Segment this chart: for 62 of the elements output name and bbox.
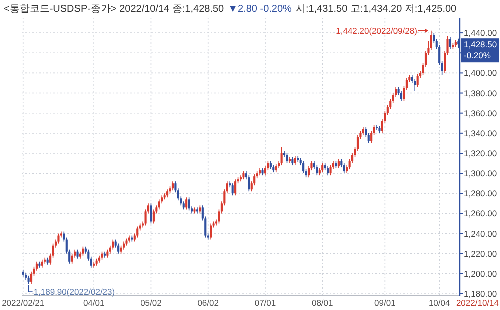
text: 1,428.50 — [464, 40, 498, 50]
candlestick — [327, 166, 330, 176]
candlestick — [302, 161, 305, 174]
candlestick — [286, 153, 288, 164]
y-tick-label: 1,220.00 — [464, 248, 498, 259]
y-tick-label: 1,380.00 — [464, 88, 498, 98]
y-tick-label: 1,300.00 — [464, 168, 498, 179]
x-tick-label: 10/04 — [428, 298, 450, 308]
candlestick — [186, 197, 188, 210]
x-tick-label: 2022/02/21 — [2, 298, 45, 308]
candlestick — [158, 199, 160, 210]
candlestick — [118, 243, 120, 254]
y-tick-label: 1,180.00 — [464, 288, 498, 299]
chart-subtitle: ▼2.80 -0.20% — [228, 4, 292, 15]
x-tick-label: 09/01 — [374, 298, 396, 308]
candlestick — [248, 175, 250, 192]
x-tick-label: 07/01 — [254, 298, 276, 308]
y-tick-label: 1,440.00 — [464, 28, 498, 38]
y-tick-label: 1,260.00 — [464, 208, 498, 219]
chart-title: <통합코드-USDSP-종가> 2022/10/14 종:1,428.50 — [4, 4, 225, 15]
candlestick — [414, 78, 416, 92]
candlestick — [330, 165, 332, 176]
candlestick — [76, 249, 79, 260]
candlestick — [188, 197, 190, 212]
candlestick — [152, 209, 155, 224]
annotation: 1,442.20(2022/09/28) — [336, 26, 418, 36]
y-tick-label: 1,400.00 — [464, 68, 498, 78]
x-tick-label: 05/02 — [140, 298, 162, 308]
y-tick-label: 1,280.00 — [464, 188, 498, 199]
candlestick — [232, 183, 234, 196]
y-tick-label: 1,240.00 — [464, 228, 498, 239]
y-tick-label: 1,360.00 — [464, 108, 498, 118]
text: -0.20% — [464, 50, 492, 61]
x-tick-label: 04/01 — [83, 298, 105, 308]
candlestick — [316, 165, 318, 176]
candlestick — [58, 233, 60, 244]
candlestick — [400, 90, 403, 102]
candlestick — [82, 246, 84, 256]
candlestick — [294, 156, 296, 166]
text: 시:1,431.50 고:1,434.20 저:1,425.00 — [296, 4, 458, 15]
y-tick-label: 1,340.00 — [464, 128, 498, 138]
candlestick — [280, 147, 283, 166]
candlestick — [112, 239, 114, 250]
candlestick — [449, 36, 452, 50]
candlestick — [322, 163, 324, 173]
candlestick — [172, 181, 174, 192]
annotation: 1,189.90(2022/02/23) — [34, 287, 116, 298]
candlestick — [150, 203, 152, 224]
candlestick — [338, 159, 340, 169]
candlestick — [71, 253, 74, 264]
y-tick-label: 1,200.00 — [464, 268, 498, 279]
candlestick — [234, 179, 237, 196]
x-tick-label: 08/01 — [312, 298, 334, 308]
candlestick — [430, 30, 432, 51]
candlestick — [343, 163, 346, 174]
candlestick — [376, 124, 378, 131]
candlestick — [210, 223, 212, 240]
y-tick-label: 1,320.00 — [464, 148, 498, 158]
candlestick — [136, 226, 139, 238]
x-tick-label: 06/02 — [198, 298, 220, 308]
text: 2022/10/14 — [456, 298, 500, 308]
candlestick — [416, 74, 419, 88]
